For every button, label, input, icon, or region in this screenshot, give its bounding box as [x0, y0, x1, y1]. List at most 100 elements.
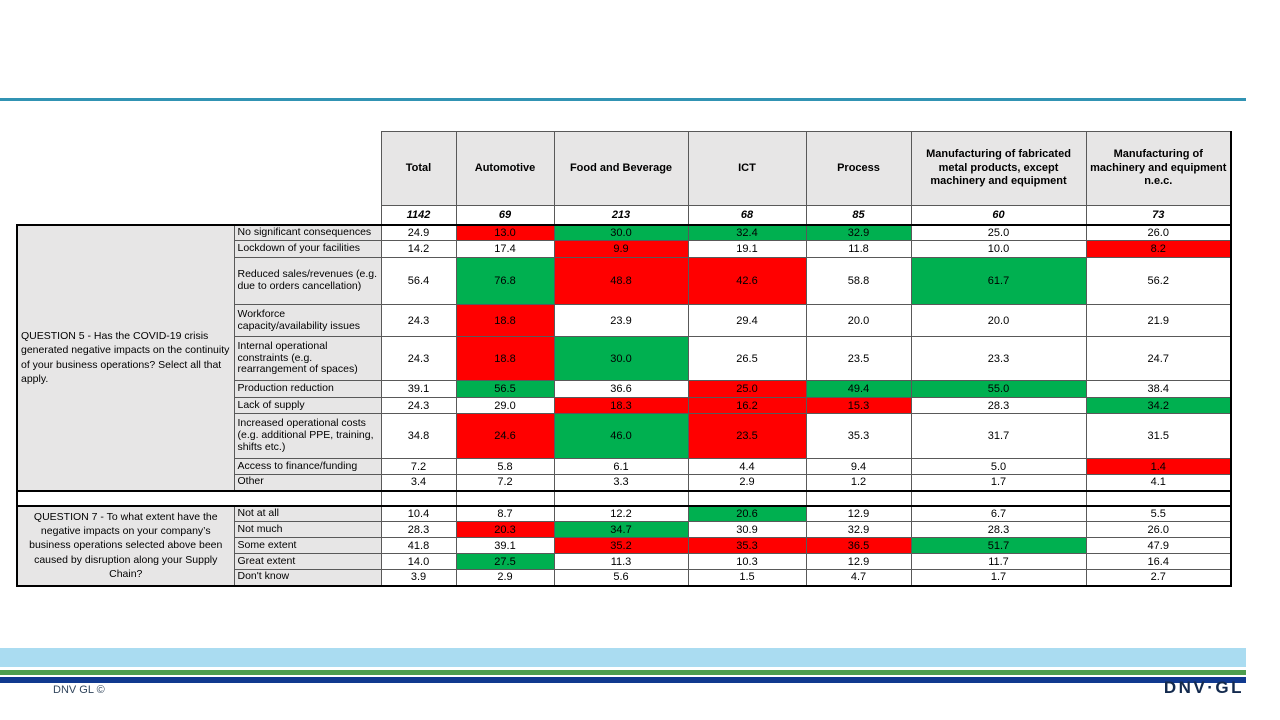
footer-green-stripe	[0, 670, 1246, 675]
row-label: No significant consequences	[233, 223, 382, 241]
value-cell: 5.5	[1085, 504, 1232, 522]
value-cell: 24.3	[380, 397, 457, 414]
value-cell: 47.9	[1085, 537, 1232, 554]
spacer-cell	[1085, 490, 1232, 506]
value-cell: 41.8	[380, 537, 457, 554]
value-cell: 3.9	[380, 569, 457, 587]
value-cell: 51.7	[910, 537, 1087, 554]
column-header: Total	[380, 131, 457, 206]
header-blank-cell	[17, 131, 381, 206]
column-header: Manufacturing of machinery and equipment…	[1085, 131, 1232, 206]
value-cell: 5.6	[553, 569, 689, 587]
value-cell: 55.0	[910, 380, 1087, 398]
table-row: Lockdown of your facilities 14.2 17.4 9.9 19…	[17, 240, 1232, 258]
value-cell: 19.1	[687, 240, 807, 258]
value-cell: 46.0	[553, 413, 689, 459]
value-cell: 13.0	[455, 223, 555, 241]
value-cell: 28.3	[910, 397, 1087, 414]
value-cell: 10.4	[380, 504, 457, 522]
spacer-cell	[805, 490, 912, 506]
value-cell: 76.8	[455, 257, 555, 305]
table-row: Production reduction 39.1 56.5 36.6 25.0 49.4…	[17, 380, 1232, 398]
value-cell: 32.4	[687, 223, 807, 241]
table-row: Lack of supply 24.3 29.0 18.3 16.2 15.3 28.3 34…	[17, 397, 1232, 414]
value-cell: 15.3	[805, 397, 912, 414]
row-label: Workforce capacity/availability issues	[233, 304, 382, 337]
value-cell: 4.1	[1085, 474, 1232, 492]
value-cell: 12.2	[553, 504, 689, 522]
value-cell: 36.6	[553, 380, 689, 398]
value-cell: 42.6	[687, 257, 807, 305]
row-label: Great extent	[233, 553, 382, 570]
spacer-cell	[16, 490, 382, 506]
value-cell: 20.6	[687, 504, 807, 522]
value-cell: 5.0	[910, 458, 1087, 475]
table-row: Access to finance/funding 7.2 5.8 6.1 4.4 9.4…	[17, 458, 1232, 475]
value-cell: 23.5	[805, 336, 912, 381]
value-cell: 11.8	[805, 240, 912, 258]
survey-results-table: Total Automotive Food and Beverage ICT Proce…	[16, 131, 1232, 587]
value-cell: 49.4	[805, 380, 912, 398]
table-row: Increased operational costs (e.g. additi…	[17, 413, 1232, 459]
value-cell: 35.3	[805, 413, 912, 459]
value-cell: 6.7	[910, 504, 1087, 522]
row-label: Lack of supply	[233, 397, 382, 414]
value-cell: 32.9	[805, 223, 912, 241]
row-label: Lockdown of your facilities	[233, 240, 382, 258]
value-cell: 14.2	[380, 240, 457, 258]
table-row: Don't know 3.9 2.9 5.6 1.5 4.7 1.7 2.7	[17, 569, 1232, 587]
value-cell: 18.3	[553, 397, 689, 414]
column-header: Automotive	[455, 131, 555, 206]
column-count: 73	[1085, 205, 1232, 226]
row-label: Access to finance/funding	[233, 458, 382, 475]
value-cell: 34.8	[380, 413, 457, 459]
value-cell: 10.0	[910, 240, 1087, 258]
value-cell: 34.7	[553, 521, 689, 538]
value-cell: 23.9	[553, 304, 689, 337]
spacer-cell	[553, 490, 689, 506]
value-cell: 28.3	[910, 521, 1087, 538]
value-cell: 12.9	[805, 504, 912, 522]
value-cell: 30.9	[687, 521, 807, 538]
value-cell: 4.7	[805, 569, 912, 587]
value-cell: 35.3	[687, 537, 807, 554]
value-cell: 16.2	[687, 397, 807, 414]
value-cell: 30.0	[553, 336, 689, 381]
value-cell: 20.0	[910, 304, 1087, 337]
dnv-gl-logo: DNV·GL	[1163, 678, 1244, 697]
value-cell: 27.5	[455, 553, 555, 570]
column-count: 213	[553, 205, 689, 226]
value-cell: 2.7	[1085, 569, 1232, 587]
value-cell: 3.4	[380, 474, 457, 492]
table-row: Internal operational constraints (e.g. r…	[17, 336, 1232, 381]
value-cell: 24.6	[455, 413, 555, 459]
column-header: Food and Beverage	[553, 131, 689, 206]
value-cell: 2.9	[455, 569, 555, 587]
value-cell: 5.8	[455, 458, 555, 475]
value-cell: 35.2	[553, 537, 689, 554]
footer-navy-stripe	[0, 677, 1246, 683]
value-cell: 36.5	[805, 537, 912, 554]
value-cell: 56.2	[1085, 257, 1232, 305]
value-cell: 34.2	[1085, 397, 1232, 414]
value-cell: 1.2	[805, 474, 912, 492]
value-cell: 9.4	[805, 458, 912, 475]
value-cell: 11.7	[910, 553, 1087, 570]
counts-row: 1142 69 213 68 85 60 73	[17, 205, 1232, 226]
spacer-cell	[380, 490, 457, 506]
value-cell: 20.0	[805, 304, 912, 337]
value-cell: 39.1	[455, 537, 555, 554]
column-header: Process	[805, 131, 912, 206]
question-cell: QUESTION 5 - Has the COVID-19 crisis gen…	[16, 223, 235, 492]
value-cell: 12.9	[805, 553, 912, 570]
spacer-cell	[455, 490, 555, 506]
top-divider	[0, 98, 1246, 101]
value-cell: 21.9	[1085, 304, 1232, 337]
row-label: Not much	[233, 521, 382, 538]
value-cell: 14.0	[380, 553, 457, 570]
value-cell: 24.3	[380, 304, 457, 337]
spacer-cell	[910, 490, 1087, 506]
row-label: Other	[233, 474, 382, 492]
value-cell: 8.7	[455, 504, 555, 522]
column-header: Manufacturing of fabricated metal produc…	[910, 131, 1087, 206]
